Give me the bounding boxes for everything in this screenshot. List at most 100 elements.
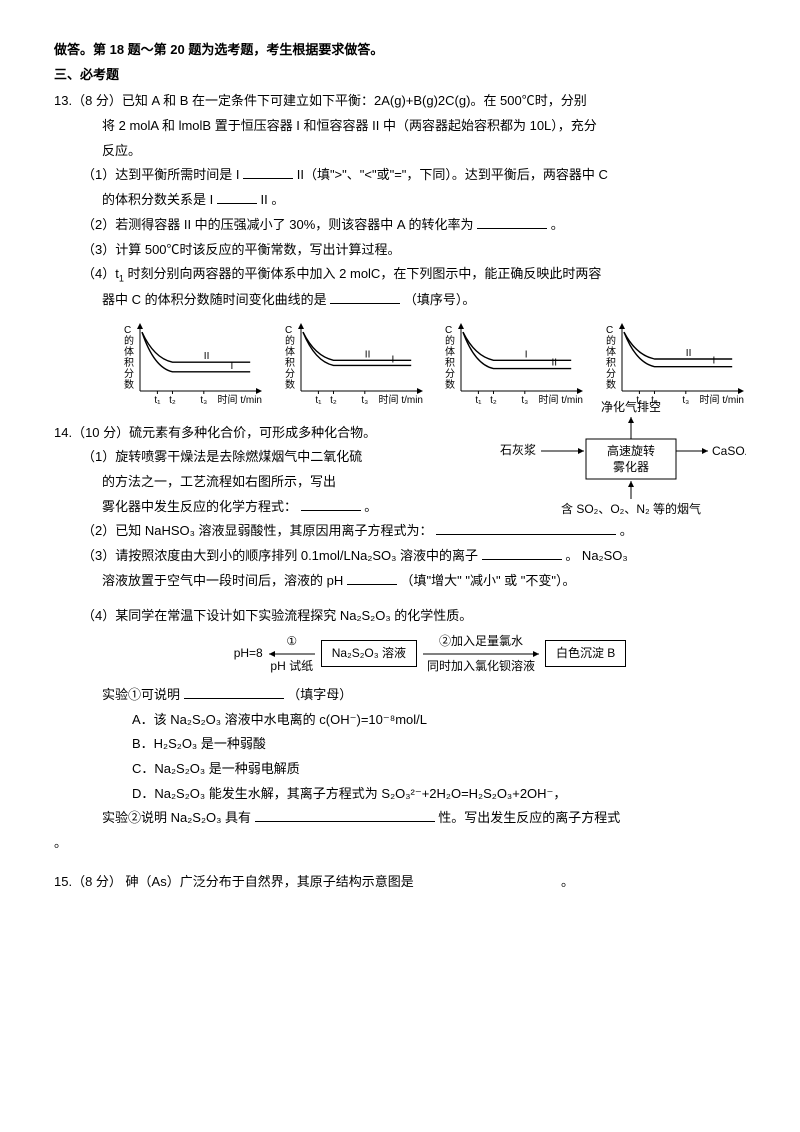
optD: D．Na₂S₂O₃ 能发生水解，其离子方程式为 S₂O₃²⁻+2H₂O=H₂S₂… (54, 782, 746, 807)
q14-flow: pH=8 ① pH 试纸 Na₂S₂O₃ 溶液 ②加入足量氯水 同时加入氯化钡溶… (114, 634, 746, 673)
section-title: 三、必考题 (54, 63, 746, 88)
q14-p3c: 溶液放置于空气中一段时间后，溶液的 pH (102, 573, 343, 588)
q13: 13.（8 分） 已知 A 和 B 在一定条件下可建立如下平衡：2A(g)+B(… (54, 89, 746, 408)
flow-right: 白色沉淀 B (545, 640, 626, 667)
q14-p1d: 。 (364, 499, 377, 514)
svg-text:分: 分 (606, 368, 616, 380)
svg-text:的: 的 (285, 334, 295, 347)
svg-text:II: II (552, 357, 558, 368)
sub: 1 (119, 274, 124, 284)
arr2-top: ②加入足量氯水 (439, 634, 523, 648)
q15-end: 。 (561, 874, 574, 889)
svg-text:t₁: t₁ (154, 395, 161, 406)
q13-p4a: （4）t (82, 266, 119, 281)
q14-p1a: （1）旋转喷雾干燥法是去除燃煤烟气中二氧化硫 (54, 445, 454, 470)
svg-text:I: I (712, 355, 715, 366)
blank (347, 571, 397, 585)
svg-text:石灰浆: 石灰浆 (500, 442, 536, 457)
svg-text:II: II (204, 351, 210, 362)
svg-text:数: 数 (445, 378, 455, 391)
svg-text:II: II (686, 348, 692, 359)
svg-text:I: I (230, 361, 233, 372)
svg-text:高速旋转: 高速旋转 (607, 443, 655, 458)
svg-text:含 SO₂、O₂、N₂ 等的烟气: 含 SO₂、O₂、N₂ 等的烟气 (561, 501, 701, 516)
svg-text:的: 的 (606, 334, 616, 347)
q13-p4c: 器中 C 的体积分数随时间变化曲线的是 (102, 292, 327, 307)
svg-text:数: 数 (285, 378, 295, 391)
svg-text:t₂: t₂ (330, 395, 337, 406)
flow-left: pH=8 (234, 642, 263, 665)
arr1-top: ① (286, 634, 297, 648)
svg-text:数: 数 (606, 378, 616, 391)
blank (184, 685, 284, 699)
flow-svg: 净化气排空 石灰浆 高速旋转 雾化器 CaSO₄ 含 SO₂、O₂、N₂ 等的烟… (476, 399, 746, 517)
q15-num: 15.（8 分） (54, 874, 122, 889)
svg-text:积: 积 (606, 357, 616, 369)
header-line: 做答。第 18 题～第 20 题为选考题，考生根据要求做答。 (54, 38, 746, 63)
svg-text:积: 积 (285, 357, 295, 369)
svg-text:C: C (445, 325, 452, 336)
svg-text:时间 t/min: 时间 t/min (218, 393, 262, 406)
q13-p1d: II 。 (260, 192, 284, 207)
svg-text:t₃: t₃ (200, 395, 207, 406)
q13-num: 13.（8 分） (54, 89, 122, 114)
svg-text:分: 分 (445, 368, 455, 380)
svg-text:的: 的 (124, 334, 134, 347)
charts-row: C的体积分数时间 t/mint₁t₂t₃IIIC的体积分数时间 t/mint₁t… (54, 319, 746, 409)
q14-p3a: （3）请按照浓度由大到小的顺序排列 0.1mol/LNa₂SO₃ 溶液中的离子 (82, 548, 478, 563)
blank (301, 497, 361, 511)
exp1b: （填字母） (287, 687, 352, 702)
q13-p2b: 。 (551, 217, 564, 232)
q14-p3b: 。 Na₂SO₃ (565, 548, 627, 563)
q13-p4b: 时刻分别向两容器的平衡体系中加入 2 molC，在下列图示中，能正确反映此时两容 (128, 266, 602, 281)
svg-text:雾化器: 雾化器 (613, 460, 649, 474)
svg-text:t₂: t₂ (169, 395, 176, 406)
q13-p1b: II（填">"、"<"或"="，下同）。达到平衡后，两容器中 C (297, 167, 608, 182)
blank (255, 808, 435, 822)
q13-stem2: 将 2 molA 和 lmolB 置于恒压容器 I 和恒容容器 II 中（两容器… (54, 114, 746, 139)
q14: 净化气排空 石灰浆 高速旋转 雾化器 CaSO₄ 含 SO₂、O₂、N₂ 等的烟… (54, 421, 746, 831)
svg-text:积: 积 (445, 357, 455, 369)
svg-text:数: 数 (124, 378, 134, 391)
svg-text:体: 体 (606, 346, 616, 358)
q14-p3d: （填"增大" "减小" 或 "不变"）。 (400, 573, 575, 588)
svg-text:净化气排空: 净化气排空 (601, 399, 661, 414)
svg-text:时间 t/min: 时间 t/min (378, 393, 422, 406)
svg-text:的: 的 (445, 334, 455, 347)
svg-text:体: 体 (445, 346, 455, 358)
q14-stem: 硫元素有多种化合价，可形成多种化合物。 (129, 421, 376, 446)
svg-text:t₁: t₁ (315, 395, 322, 406)
svg-text:C: C (124, 325, 131, 336)
q14-num: 14.（10 分） (54, 421, 129, 446)
svg-text:体: 体 (285, 346, 295, 358)
flow-mid: Na₂S₂O₃ 溶液 (321, 640, 417, 667)
q13-p3: （3）计算 500℃时该反应的平衡常数，写出计算过程。 (54, 238, 746, 263)
svg-text:t₃: t₃ (361, 395, 368, 406)
q14-p2a: （2）已知 NaHSO₃ 溶液显弱酸性，其原因用离子方程式为： (82, 523, 433, 538)
q13-stem1: 已知 A 和 B 在一定条件下可建立如下平衡：2A(g)+B(g)2C(g)。在… (122, 89, 587, 114)
q14-p4: （4）某同学在常温下设计如下实验流程探究 Na₂S₂O₃ 的化学性质。 (54, 604, 746, 629)
svg-text:I: I (525, 349, 528, 360)
q13-p4d: （填序号）。 (404, 292, 476, 307)
optA: A．该 Na₂S₂O₃ 溶液中水电离的 c(OH⁻)=10⁻⁸mol/L (54, 708, 746, 733)
svg-text:积: 积 (124, 357, 134, 369)
svg-text:体: 体 (124, 346, 134, 358)
q13-stem3: 反应。 (54, 139, 746, 164)
blank (217, 190, 257, 204)
arr1-bot: pH 试纸 (270, 659, 313, 673)
optC: C．Na₂S₂O₃ 是一种弱电解质 (54, 757, 746, 782)
arr2-bot: 同时加入氯化钡溶液 (427, 659, 535, 673)
svg-text:C: C (285, 325, 292, 336)
blank (482, 546, 562, 560)
blank (330, 290, 400, 304)
q14-p1c: 雾化器中发生反应的化学方程式： (102, 499, 297, 514)
q13-p1a: （1）达到平衡所需时间是 I (82, 167, 239, 182)
blank (477, 215, 547, 229)
svg-text:CaSO₄: CaSO₄ (712, 444, 746, 458)
exp1a: 实验①可说明 (102, 687, 180, 702)
svg-text:C: C (606, 325, 613, 336)
q14-p1b: 的方法之一，工艺流程如右图所示，写出 (54, 470, 454, 495)
q14-p2b: 。 (620, 523, 633, 538)
q13-p1c: 的体积分数关系是 I (102, 192, 213, 207)
period: 。 (54, 831, 746, 856)
